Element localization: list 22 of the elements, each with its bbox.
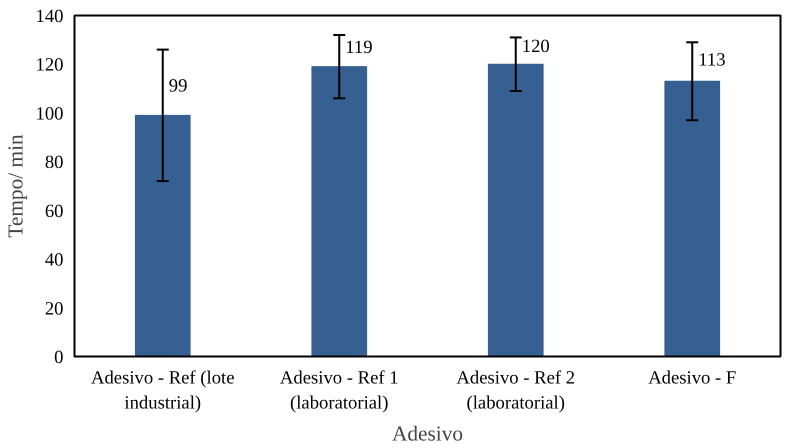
data-label: 99 xyxy=(168,76,188,97)
y-tick-label: 80 xyxy=(44,152,64,174)
bar xyxy=(311,66,368,356)
y-axis-title: Tempo/ min xyxy=(4,134,28,238)
y-tick-label: 20 xyxy=(44,298,64,320)
bar xyxy=(134,114,191,356)
bar xyxy=(664,80,720,356)
x-tick-label: Adesivo - F xyxy=(648,368,736,388)
y-tick-label: 120 xyxy=(36,54,64,76)
data-label: 119 xyxy=(345,37,373,58)
y-tick-label: 60 xyxy=(44,200,64,222)
y-tick-label: 0 xyxy=(54,347,64,368)
y-tick-label: 140 xyxy=(36,6,64,27)
x-tick-label: Adesivo - Ref 2 (laboratorial) xyxy=(456,368,576,414)
bar xyxy=(488,64,544,356)
data-label: 120 xyxy=(522,36,550,58)
y-tick-label: 100 xyxy=(36,103,64,124)
y-tick-label: 40 xyxy=(44,250,64,271)
data-label: 113 xyxy=(698,50,726,71)
x-tick-label: Adesivo - Ref 1 (laboratorial) xyxy=(280,368,399,414)
x-axis-title: Adesivo xyxy=(392,422,464,446)
x-tick-label: Adesivo - Ref (lote industrial) xyxy=(90,368,235,414)
